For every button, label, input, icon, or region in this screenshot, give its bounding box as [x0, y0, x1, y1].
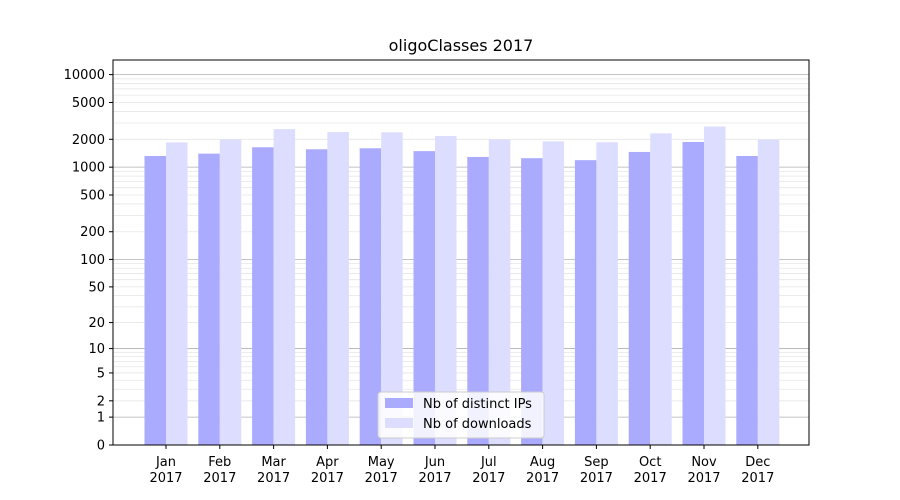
bar-distinct-ips-may [359, 148, 382, 445]
bar-downloads-nov [704, 126, 726, 445]
bar-distinct-ips-jun [413, 151, 435, 445]
legend-label: Nb of downloads [423, 417, 532, 432]
x-tick-label-month: May [368, 455, 395, 470]
y-tick-label: 200 [80, 225, 105, 240]
x-tick-label-month: Jul [480, 455, 497, 470]
bars [144, 126, 780, 446]
x-tick-label-year: 2017 [472, 471, 505, 486]
bar-downloads-jun [435, 136, 457, 445]
y-tick-label: 2 [97, 394, 105, 409]
x-tick-label-year: 2017 [418, 471, 451, 486]
x-tick-label-year: 2017 [526, 471, 559, 486]
x-tick-label-year: 2017 [580, 471, 613, 486]
bar-distinct-ips-aug [521, 158, 543, 445]
y-axis: 0 1 2 5 10 20 50 100 200 500 1000 2000 5000 10000 [64, 68, 113, 454]
bar-distinct-ips-jan [144, 156, 166, 445]
bar-distinct-ips-nov [682, 142, 704, 445]
bar-downloads-apr [327, 131, 349, 445]
y-tick-label: 1000 [72, 161, 105, 176]
x-tick-label-month: Oct [639, 455, 661, 470]
bar-downloads-dec [757, 139, 780, 445]
bar-distinct-ips-apr [305, 149, 328, 445]
y-tick-label: 2000 [72, 133, 105, 148]
x-tick-label-year: 2017 [365, 471, 398, 486]
x-tick-label-year: 2017 [203, 471, 236, 486]
bar-downloads-aug [542, 141, 565, 445]
bar-distinct-ips-sep [574, 160, 597, 445]
bar-downloads-jan [166, 142, 188, 445]
x-tick-label-month: Apr [316, 455, 339, 470]
plot-frame [112, 59, 810, 446]
x-tick-label-month: Sep [584, 455, 609, 470]
x-tick-label-year: 2017 [149, 471, 182, 486]
x-tick-label-month: Dec [745, 455, 770, 470]
y-tick-label: 10 [88, 342, 105, 357]
legend-label: Nb of distinct IPs [423, 397, 532, 412]
y-tick-label: 1 [97, 411, 105, 426]
bar-distinct-ips-oct [628, 151, 651, 446]
bar-downloads-mar [273, 129, 296, 446]
bar-distinct-ips-feb [198, 153, 220, 445]
x-tick-label-month: Jun [424, 455, 445, 470]
y-tick-label: 50 [88, 280, 105, 295]
x-tick-label-year: 2017 [741, 471, 774, 486]
bar-downloads-may [381, 132, 403, 445]
x-axis: Jan2017Feb2017Mar2017Apr2017May2017Jun20… [149, 445, 774, 486]
x-tick-label-month: Jan [155, 455, 176, 470]
bar-distinct-ips-mar [252, 147, 274, 445]
bar-distinct-ips-jul [467, 156, 489, 445]
x-tick-label-month: Aug [530, 455, 555, 470]
y-tick-label: 500 [80, 188, 105, 203]
y-tick-label: 0 [97, 439, 105, 454]
x-tick-label-year: 2017 [257, 471, 290, 486]
x-tick-label-month: Mar [261, 455, 286, 470]
y-tick-label: 5000 [72, 96, 105, 111]
y-tick-label: 20 [88, 316, 105, 331]
bar-distinct-ips-dec [736, 156, 758, 445]
bar-downloads-oct [650, 133, 672, 445]
x-tick-label-year: 2017 [311, 471, 344, 486]
x-tick-label-month: Feb [208, 455, 231, 470]
x-tick-label-month: Nov [691, 455, 717, 470]
x-tick-label-year: 2017 [634, 471, 667, 486]
bar-downloads-feb [219, 139, 242, 446]
bar-downloads-jul [488, 139, 511, 446]
legend: Nb of distinct IPs Nb of downloads [377, 391, 545, 439]
legend-box [377, 391, 545, 439]
legend-swatch [385, 418, 413, 428]
bar-downloads-sep [596, 142, 618, 445]
y-tick-label: 100 [80, 253, 105, 268]
legend-swatch [385, 398, 413, 408]
y-tick-label: 10000 [64, 68, 105, 83]
chart-title: oligoClasses 2017 [389, 36, 534, 55]
x-tick-label-year: 2017 [687, 471, 720, 486]
y-tick-label: 5 [97, 366, 105, 381]
